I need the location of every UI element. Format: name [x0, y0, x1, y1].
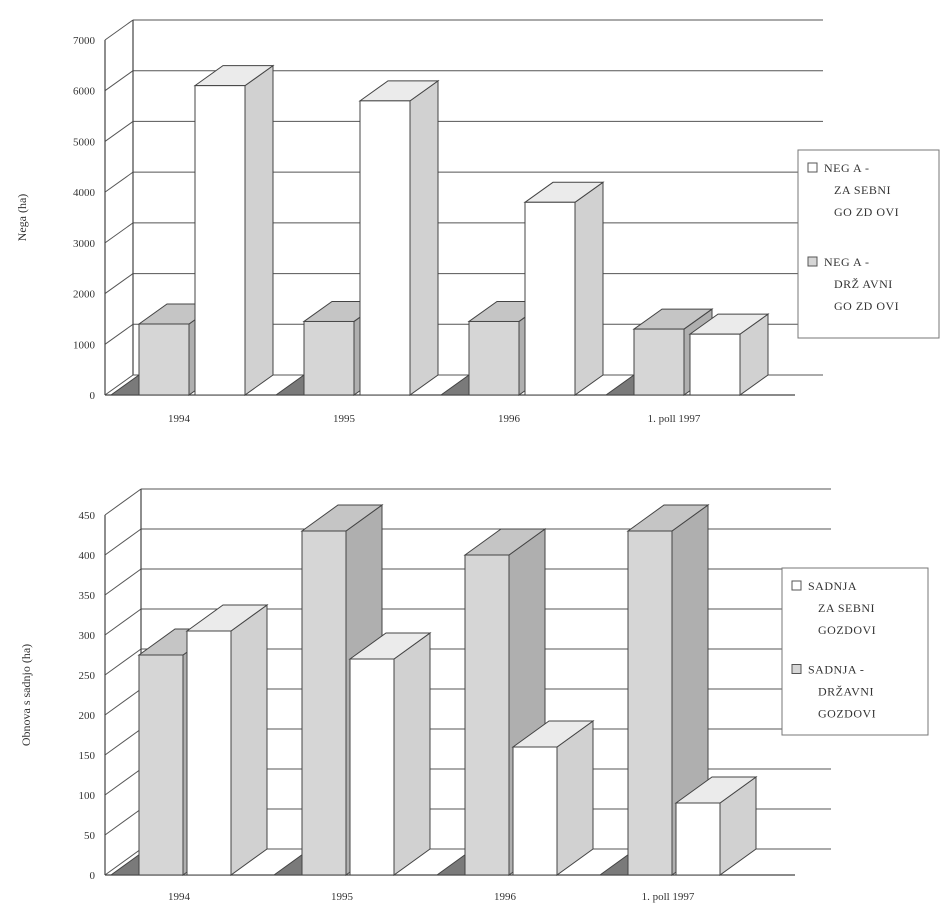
legend-swatch-1-1 — [791, 664, 802, 674]
gridline-side-1-1 — [104, 808, 142, 836]
bar-1-0-0 — [138, 654, 184, 876]
gridline-side-1-6 — [104, 608, 142, 636]
gridline-side-1-5 — [104, 648, 142, 676]
x-tick-label-0-3: 1. poll 1997 — [648, 413, 701, 425]
y-tick-label-1-9: 450 — [79, 510, 96, 522]
gridline-side-1-8 — [104, 528, 142, 556]
y-tick-label-0-1: 1000 — [73, 339, 96, 351]
y-tick-label-1-6: 300 — [79, 630, 96, 642]
bar-0-1-3 — [689, 333, 741, 396]
y-tick-label-0-0: 0 — [90, 390, 96, 402]
bar-1-1-0 — [186, 630, 232, 876]
bar-0-0-0 — [138, 323, 190, 396]
bar-0-0-1 — [303, 320, 355, 396]
bar-side-0-1-2 — [574, 181, 604, 396]
x-tick-label-1-0: 1994 — [168, 891, 191, 903]
y-tick-label-1-3: 150 — [79, 750, 96, 762]
bar-1-0-1 — [301, 530, 347, 876]
legend-box-1 — [781, 567, 929, 736]
y-tick-label-0-4: 4000 — [73, 187, 96, 199]
gridline-side-1-7 — [104, 568, 142, 596]
bar-0-0-2 — [468, 320, 520, 396]
legend-label-0-0-1: ZA SEBNI — [834, 183, 891, 197]
x-tick-label-1-1: 1995 — [331, 891, 354, 903]
legend-label-0-1-0: NEG A - — [824, 255, 870, 269]
y-tick-label-1-4: 200 — [79, 710, 96, 722]
y-tick-label-0-2: 2000 — [73, 289, 96, 301]
gridline-side-0-6 — [104, 70, 134, 92]
y-tick-label-0-5: 5000 — [73, 136, 96, 148]
legend-label-1-0-0: SADNJA — [808, 579, 857, 593]
bar-1-1-1 — [349, 658, 395, 876]
y-tick-label-0-7: 7000 — [73, 35, 96, 47]
gridline-side-0-3 — [104, 222, 134, 244]
x-tick-label-1-3: 1. poll 1997 — [642, 891, 695, 903]
legend-label-1-0-1: ZA SEBNI — [818, 601, 875, 615]
legend-label-0-1-1: DRŽ AVNI — [834, 277, 893, 291]
bar-1-1-3 — [675, 802, 721, 876]
bar-side-0-1-0 — [244, 64, 274, 396]
y-tick-label-1-2: 100 — [79, 790, 96, 802]
x-tick-label-0-1: 1995 — [333, 413, 356, 425]
bar-side-0-1-1 — [409, 79, 439, 396]
x-tick-label-0-0: 1994 — [168, 413, 191, 425]
legend-swatch-0-0 — [807, 162, 818, 173]
y-axis-label-1: Obnova s sadnjo (ha) — [19, 644, 33, 746]
bar-1-0-3 — [627, 530, 673, 876]
legend-label-0-0-2: GO ZD OVI — [834, 205, 899, 219]
gridline-side-0-4 — [104, 171, 134, 193]
bar-side-1-1-1 — [393, 632, 431, 876]
gridline-side-0-5 — [104, 121, 134, 142]
gridline-side-1-2 — [104, 768, 142, 796]
x-tick-label-0-2: 1996 — [498, 413, 521, 425]
gridline-side-0-7 — [104, 19, 134, 41]
legend-swatch-1-0 — [791, 580, 802, 591]
y-tick-label-1-5: 250 — [79, 670, 96, 682]
gridline-side-1-3 — [104, 728, 142, 756]
bar-1-1-2 — [512, 746, 558, 876]
gridline-side-0-1 — [104, 323, 134, 345]
bar-0-1-0 — [194, 85, 246, 396]
legend-box-0 — [797, 149, 940, 339]
bar-0-0-3 — [633, 328, 685, 396]
legend-label-0-1-2: GO ZD OVI — [834, 299, 899, 313]
y-axis-label-0: Nega (ha) — [15, 194, 29, 242]
y-tick-label-1-8: 400 — [79, 550, 96, 562]
legend-label-0-0-0: NEG A - — [824, 161, 870, 175]
y-tick-label-1-7: 350 — [79, 590, 96, 602]
legend-swatch-0-1 — [807, 256, 818, 267]
gridline-side-1-9 — [104, 488, 142, 516]
legend-label-1-1-2: GOZDOVI — [818, 707, 876, 721]
gridline-side-0-0 — [104, 374, 134, 396]
bar-side-1-1-0 — [230, 604, 268, 876]
gridline-side-1-0 — [104, 848, 142, 876]
y-tick-label-0-3: 3000 — [73, 238, 96, 250]
legend-label-1-0-2: GOZDOVI — [818, 623, 876, 637]
bar-0-1-2 — [524, 201, 576, 396]
y-tick-label-1-1: 50 — [84, 830, 96, 842]
bar-1-0-2 — [464, 554, 510, 876]
gridline-side-1-4 — [104, 688, 142, 716]
y-tick-label-1-0: 0 — [90, 870, 96, 882]
legend-label-1-1-1: DRŽAVNI — [818, 685, 874, 699]
bar-side-1-1-2 — [556, 720, 594, 876]
x-tick-label-1-2: 1996 — [494, 891, 517, 903]
bar-0-1-1 — [359, 100, 411, 396]
legend-label-1-1-0: SADNJA - — [808, 663, 864, 677]
gridline-side-0-2 — [104, 273, 134, 294]
y-tick-label-0-6: 6000 — [73, 86, 96, 98]
